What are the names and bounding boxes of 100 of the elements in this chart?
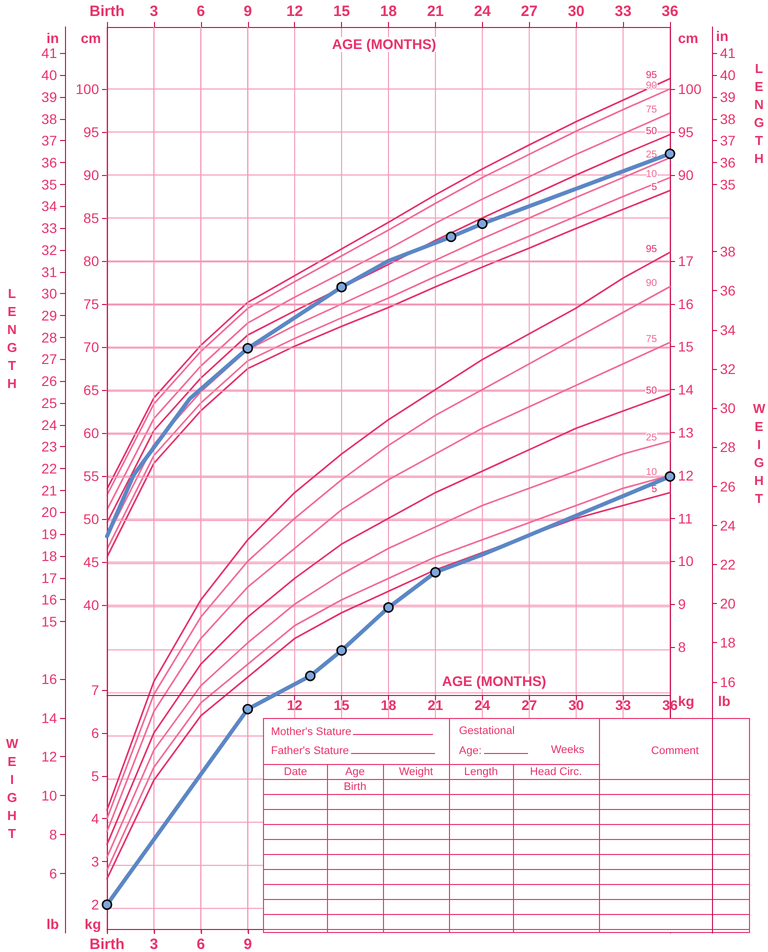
y3-tick-label: 24 <box>720 517 736 534</box>
y3-tick-label: 22 <box>41 460 58 477</box>
y-tick-label: 3 <box>91 854 100 870</box>
x-tick-label: 30 <box>568 697 584 713</box>
x-tick-label: 3 <box>150 936 158 952</box>
y-tick-label: 5 <box>91 768 100 784</box>
x2-tick-label: 3 <box>150 3 158 20</box>
y2-tick-label: 15 <box>678 338 694 355</box>
y3-tick-label: 35 <box>41 176 58 192</box>
series-label: 10 <box>646 466 658 478</box>
series-label: 5 <box>651 484 658 496</box>
annotation: Comment <box>650 745 700 757</box>
y-axis-title: kg <box>82 916 103 932</box>
y2-tick-label: 8 <box>678 639 686 656</box>
y3-tick-label: 36 <box>41 154 58 171</box>
y3-tick-label: 34 <box>41 198 58 214</box>
y3-tick-label: 38 <box>41 110 58 127</box>
point <box>664 148 676 160</box>
y2-tick-label: 13 <box>678 424 694 441</box>
text: WEIGHT <box>753 400 766 508</box>
x-tick-label: 12 <box>286 697 303 713</box>
series-label: 90 <box>646 278 658 290</box>
y3-tick-label: 19 <box>41 526 58 542</box>
point <box>242 704 253 714</box>
y2-tick-label: 37 <box>720 132 736 149</box>
y3-tick-label: 6 <box>49 866 58 882</box>
y3-axis-title: lb <box>716 693 732 709</box>
x-tick-label: 18 <box>380 697 396 713</box>
x2-tick-label: 27 <box>520 3 538 20</box>
y-tick-label: 6 <box>91 724 100 741</box>
y-axis-title: cm <box>78 30 103 46</box>
y-tick-label: 60 <box>83 425 100 442</box>
annotation: Gestational <box>459 725 515 737</box>
y-tick-label: 100 <box>76 80 100 97</box>
y3-tick-label: 39 <box>41 88 58 105</box>
y3-tick-label: 16 <box>41 592 58 608</box>
y3-tick-label: 29 <box>41 308 58 324</box>
y-tick-label: 80 <box>83 253 100 270</box>
x2-tick-label: 12 <box>286 3 304 20</box>
y3-tick-label: 20 <box>720 596 736 612</box>
y-tick-label: 90 <box>83 166 100 183</box>
y2-axis-title: kg <box>676 693 696 709</box>
point <box>336 282 347 292</box>
y-tick-label: 55 <box>83 468 100 484</box>
y2-tick-label: 35 <box>720 176 736 192</box>
x2-tick-label: 33 <box>614 3 632 20</box>
annotation: Age: <box>459 744 483 757</box>
x2-tick-label: 21 <box>427 3 444 20</box>
y3-tick-label: 17 <box>41 570 58 586</box>
x-tick-label: 24 <box>474 697 490 713</box>
y2-axis-title: cm <box>676 30 700 46</box>
annotation: Date <box>282 766 308 778</box>
y3-tick-label: 20 <box>41 504 58 520</box>
x-axis-title: AGE (MONTHS) <box>440 673 548 689</box>
y-tick-label: 65 <box>83 382 100 398</box>
y3-tick-label: 16 <box>720 674 736 690</box>
y2-tick-label: 38 <box>720 110 736 127</box>
y3-tick-label: 8 <box>49 826 58 843</box>
y-tick-label: 95 <box>83 124 100 140</box>
y3-tick-label: 23 <box>41 438 58 455</box>
y2-tick-label: 95 <box>678 124 694 140</box>
series-label: 50 <box>646 385 658 396</box>
y-tick-label: 75 <box>83 296 100 312</box>
y2-tick-label: 100 <box>678 80 702 97</box>
y3-tick-label: 26 <box>41 373 58 390</box>
y3-tick-label: 41 <box>41 45 58 62</box>
series-label: 5 <box>651 182 658 193</box>
y2-tick-label: 12 <box>678 467 694 484</box>
point <box>446 232 456 242</box>
y3-tick-label: 30 <box>720 400 736 416</box>
point <box>336 645 347 656</box>
y3-tick-label: 36 <box>720 282 736 299</box>
x2-tick-label: 30 <box>568 3 585 20</box>
series-label: 95 <box>646 244 658 255</box>
point <box>477 218 488 229</box>
y3-tick-label: 38 <box>720 244 736 260</box>
text: WEIGHT <box>6 735 18 843</box>
annotation: Head Circ. <box>529 766 583 778</box>
annotation: Age <box>344 766 366 778</box>
y3-tick-label: 24 <box>41 416 58 433</box>
annotation: Birth <box>342 781 368 793</box>
series-label: 75 <box>646 334 658 345</box>
y3-tick-label: 25 <box>41 394 58 411</box>
y3-tick-label: 30 <box>41 286 58 302</box>
y2-tick-label: 41 <box>720 45 736 62</box>
y3-tick-label: 12 <box>41 748 58 765</box>
y3-tick-label: 22 <box>720 556 736 572</box>
annotation: Weight <box>398 766 434 778</box>
y3-tick-label: 28 <box>720 439 736 456</box>
y3-tick-label: 26 <box>720 478 736 494</box>
point <box>305 670 316 682</box>
x2-tick-label: Birth <box>90 3 124 20</box>
x-tick-label: Birth <box>90 936 124 952</box>
x-tick-label: 15 <box>334 697 350 713</box>
series-label: 25 <box>646 432 658 444</box>
x-tick-label: 6 <box>196 936 206 952</box>
y2-tick-label: 40 <box>720 67 736 84</box>
y3-tick-label: 18 <box>720 634 736 651</box>
y3-tick-label: 34 <box>720 322 736 338</box>
series-label: 50 <box>646 126 658 138</box>
